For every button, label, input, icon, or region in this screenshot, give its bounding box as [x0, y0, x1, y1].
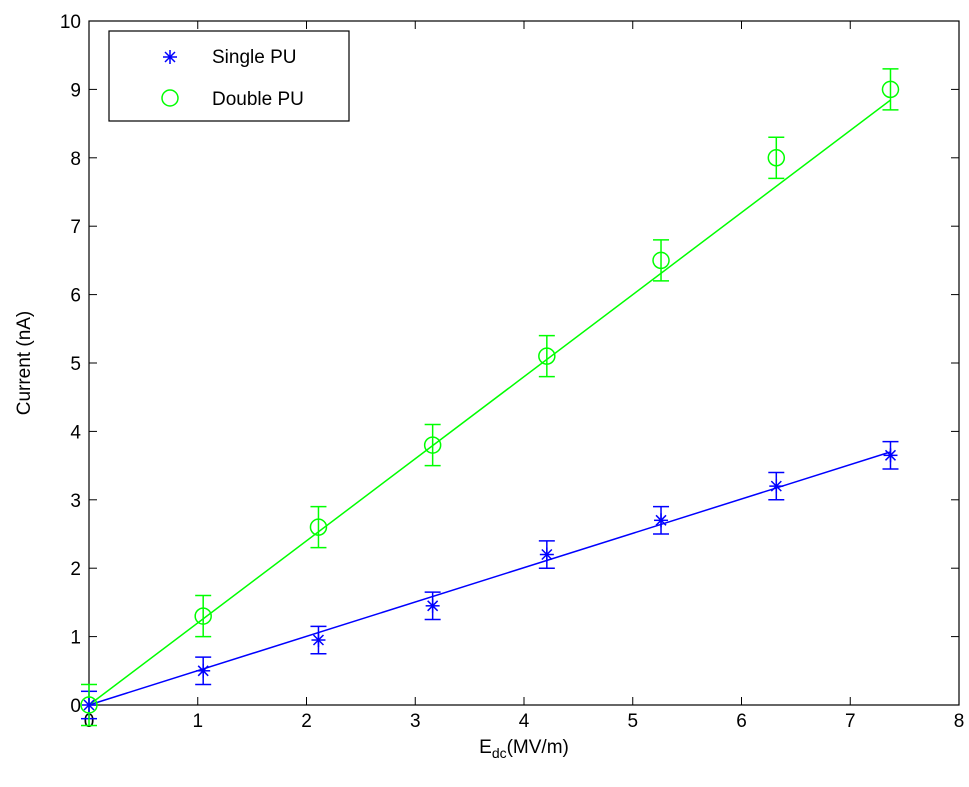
data-point-double-pu: [767, 149, 786, 167]
y-tick-label: 6: [70, 286, 81, 307]
data-point-double-pu: [194, 607, 212, 625]
x-tick-label: 1: [192, 711, 203, 732]
data-point-double-pu: [538, 347, 556, 365]
data-point-single-pu: [425, 598, 440, 613]
data-point-single-pu: [654, 513, 669, 528]
legend-marker-single-pu: [163, 50, 177, 64]
x-tick-label: 5: [627, 711, 638, 732]
x-tick-label: 6: [736, 711, 747, 732]
data-point-single-pu: [196, 663, 211, 678]
asterisk-stroke: [655, 514, 667, 526]
data-point-double-pu: [881, 80, 900, 99]
asterisk-stroke: [770, 480, 782, 492]
legend-label-double-pu: Double PU: [212, 89, 304, 110]
data-point-double-pu: [80, 696, 98, 714]
y-tick-label: 4: [70, 422, 81, 443]
data-point-single-pu: [883, 448, 898, 463]
y-tick-label: 0: [70, 696, 81, 717]
x-tick-label: 3: [410, 711, 421, 732]
asterisk-stroke: [83, 699, 95, 711]
data-point-single-pu: [769, 479, 784, 494]
y-tick-label: 2: [70, 559, 81, 580]
legend-marker-double-pu: [161, 89, 179, 107]
asterisk-stroke: [541, 548, 553, 561]
y-tick-label: 9: [70, 80, 81, 101]
data-point-single-pu: [82, 698, 96, 712]
y-tick-label: 1: [70, 628, 81, 649]
error-bar-double-pu: [195, 594, 212, 638]
error-bar-double-pu: [882, 68, 899, 111]
fit-line-double-pu: [88, 99, 891, 706]
data-markers: [80, 80, 900, 714]
y-tick-label: 5: [70, 354, 81, 375]
error-bar-double-pu: [768, 136, 785, 180]
error-bar-double-pu: [424, 423, 441, 467]
legend-symbol-single-pu: [163, 50, 177, 64]
legend-label-single-pu: Single PU: [212, 47, 297, 68]
data-point-single-pu: [311, 633, 326, 648]
data-point-single-pu: [539, 547, 554, 562]
x-tick-label: 7: [845, 711, 856, 732]
asterisk-stroke: [197, 665, 209, 677]
y-tick-label: 3: [70, 491, 81, 512]
y-axis-label: Current (nA): [14, 311, 35, 416]
data-point-double-pu: [309, 518, 328, 536]
legend: Single PU Double PU: [108, 30, 350, 122]
fit-lines: [88, 99, 891, 706]
axes-box: [88, 20, 960, 706]
x-axis-label: Edc(MV/m): [479, 737, 569, 761]
x-axis-label-main: E: [479, 737, 492, 758]
error-bar-double-pu: [310, 505, 327, 549]
legend-box: [108, 30, 350, 122]
asterisk-stroke: [427, 600, 439, 612]
x-tick-label: 8: [954, 711, 965, 732]
y-tick-label: 10: [60, 12, 81, 33]
fit-line-single-pu: [88, 451, 891, 706]
legend-symbol-double-pu: [161, 89, 179, 107]
x-tick-label: 2: [301, 711, 312, 732]
plot-area: [88, 20, 960, 706]
y-axis-ticks: 0 1 2 3 4 5 6 7 8 9 10: [60, 12, 959, 717]
y-tick-label: 7: [70, 217, 81, 238]
y-tick-label: 8: [70, 149, 81, 170]
error-bar-double-pu: [653, 239, 670, 282]
x-axis-label-sub: dc: [492, 745, 507, 761]
x-axis-label-unit: (MV/m): [507, 737, 569, 758]
x-tick-label: 4: [519, 711, 530, 732]
data-point-double-pu: [652, 251, 670, 270]
asterisk-stroke: [164, 51, 176, 63]
asterisk-stroke: [312, 634, 324, 646]
asterisk-stroke: [884, 449, 897, 461]
error-bar-double-pu: [538, 334, 555, 378]
data-point-double-pu: [423, 436, 442, 454]
